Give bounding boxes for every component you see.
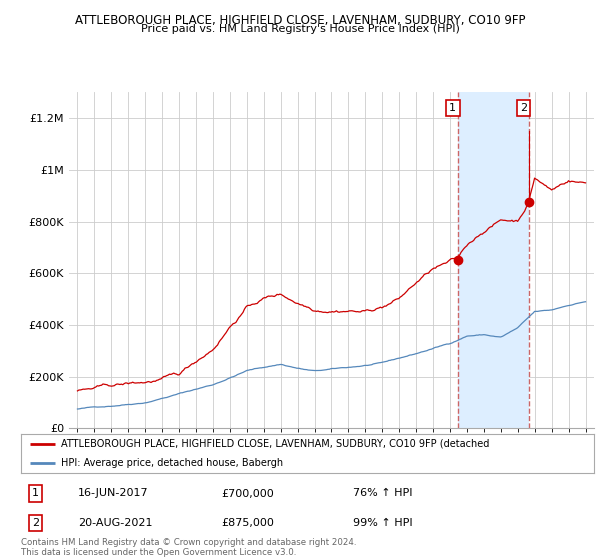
- Text: 1: 1: [449, 103, 456, 113]
- Text: 2: 2: [520, 103, 527, 113]
- Text: 2: 2: [32, 518, 39, 528]
- Text: 76% ↑ HPI: 76% ↑ HPI: [353, 488, 413, 498]
- Text: 1: 1: [32, 488, 39, 498]
- Text: 99% ↑ HPI: 99% ↑ HPI: [353, 518, 413, 528]
- Text: ATTLEBOROUGH PLACE, HIGHFIELD CLOSE, LAVENHAM, SUDBURY, CO10 9FP (detached: ATTLEBOROUGH PLACE, HIGHFIELD CLOSE, LAV…: [61, 439, 490, 449]
- Text: ATTLEBOROUGH PLACE, HIGHFIELD CLOSE, LAVENHAM, SUDBURY, CO10 9FP: ATTLEBOROUGH PLACE, HIGHFIELD CLOSE, LAV…: [75, 14, 525, 27]
- Bar: [458, 92, 529, 428]
- Text: £875,000: £875,000: [221, 518, 274, 528]
- Text: Contains HM Land Registry data © Crown copyright and database right 2024.
This d: Contains HM Land Registry data © Crown c…: [21, 538, 356, 557]
- Text: HPI: Average price, detached house, Babergh: HPI: Average price, detached house, Babe…: [61, 459, 283, 468]
- Text: £700,000: £700,000: [221, 488, 274, 498]
- Text: Price paid vs. HM Land Registry's House Price Index (HPI): Price paid vs. HM Land Registry's House …: [140, 24, 460, 34]
- Text: 20-AUG-2021: 20-AUG-2021: [79, 518, 153, 528]
- Text: 16-JUN-2017: 16-JUN-2017: [79, 488, 149, 498]
